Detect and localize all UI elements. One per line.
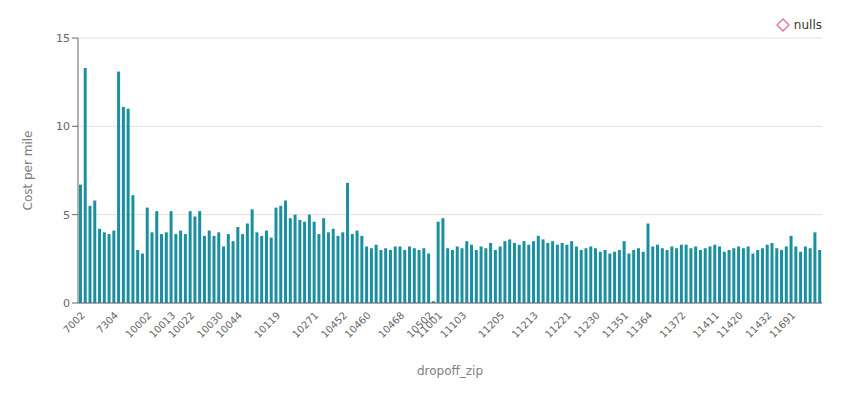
svg-text:11432: 11432 [743,309,774,340]
svg-text:10468: 10468 [376,310,406,340]
svg-text:10002: 10002 [123,309,154,340]
svg-text:11205: 11205 [476,310,506,340]
svg-text:10044: 10044 [214,310,244,340]
svg-text:11372: 11372 [657,310,687,340]
svg-text:11364: 11364 [624,310,654,340]
svg-text:10022: 10022 [166,310,196,340]
svg-text:Cost per mile: Cost per mile [21,131,35,211]
svg-text:11213: 11213 [510,310,540,340]
svg-text:5: 5 [63,209,70,222]
svg-text:15: 15 [56,32,70,45]
svg-text:11001: 11001 [414,309,445,340]
html-text:nulls: nulls [793,18,822,32]
svg-text:10030: 10030 [194,309,226,340]
svg-text:11230: 11230 [572,310,602,340]
svg-text:10460: 10460 [343,310,373,340]
svg-text:11411: 11411 [690,309,722,340]
svg-text:10013: 10013 [147,309,178,340]
svg-text:11691: 11691 [767,310,797,340]
svg-text:10271: 10271 [290,310,320,340]
svg-text:10119: 10119 [252,310,282,340]
svg-text:10: 10 [56,120,70,133]
svg-text:0: 0 [63,297,70,310]
svg-text:10502: 10502 [404,309,435,340]
svg-text:dropoff_zip: dropoff_zip [417,364,483,378]
svg-text:10452: 10452 [318,309,350,340]
svg-text:11351: 11351 [600,309,631,340]
svg-text:11221: 11221 [543,310,573,340]
svg-text:7002: 7002 [61,310,87,336]
svg-text:11103: 11103 [438,310,468,340]
svg-text:11420: 11420 [715,310,745,340]
svg-text:7304: 7304 [94,310,120,336]
